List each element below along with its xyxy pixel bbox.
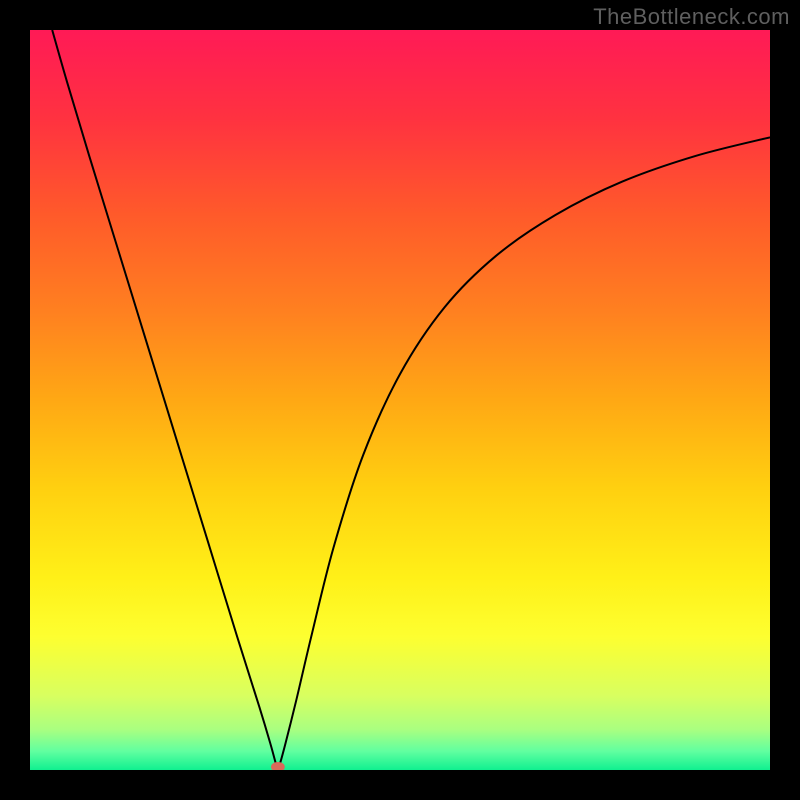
bottleneck-curve-svg	[30, 30, 770, 770]
gradient-background	[30, 30, 770, 770]
chart-outer: TheBottleneck.com	[0, 0, 800, 800]
plot-area	[30, 30, 770, 770]
watermark-text: TheBottleneck.com	[593, 4, 790, 30]
